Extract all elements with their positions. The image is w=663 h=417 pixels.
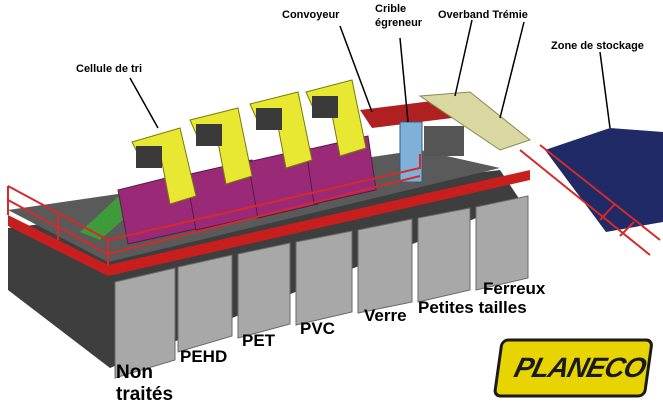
partition-pillars (114, 195, 529, 379)
leader-crible (399, 37, 409, 123)
hoppers (117, 135, 377, 245)
conveyor-belt (360, 100, 452, 128)
screen-unit (399, 121, 423, 183)
label-overband-tremie: Overband Trémie (438, 9, 528, 21)
bin-label-verre: Verre (364, 306, 407, 325)
bin-label-non-line2: traités (116, 384, 174, 405)
storage-zone (545, 128, 663, 232)
leader-zone (599, 51, 611, 129)
leader-overband-ramp (499, 21, 525, 119)
label-crible-line1: Crible (375, 3, 407, 15)
label-convoyeur: Convoyeur (282, 9, 340, 21)
leader-overband (454, 19, 473, 97)
leader-cellule (129, 77, 159, 129)
leader-convoyeur (339, 25, 373, 113)
label-cellule-de-tri: Cellule de tri (76, 63, 143, 75)
planeco-logo: PLANECO (511, 352, 649, 383)
logo-badge (493, 338, 653, 398)
callout-leaders (129, 19, 611, 129)
stairs (519, 144, 661, 256)
bin-label-pvc: PVC (300, 319, 335, 338)
feed-ramp (418, 91, 532, 151)
bin-label-non-line1: Non (116, 362, 153, 383)
bin-label-petites-tailles: Petites tailles (418, 298, 527, 317)
bin-label-pet: PET (242, 331, 276, 350)
railing (7, 154, 421, 265)
screen-hopper (424, 126, 464, 156)
bin-label-pehd: PEHD (180, 347, 228, 366)
sorting-cell-mechanics (136, 96, 338, 168)
label-crible-line2: égreneur (375, 17, 423, 29)
bin-label-ferreux: Ferreux (483, 279, 546, 298)
label-zone-de-stockage: Zone de stockage (551, 40, 644, 52)
